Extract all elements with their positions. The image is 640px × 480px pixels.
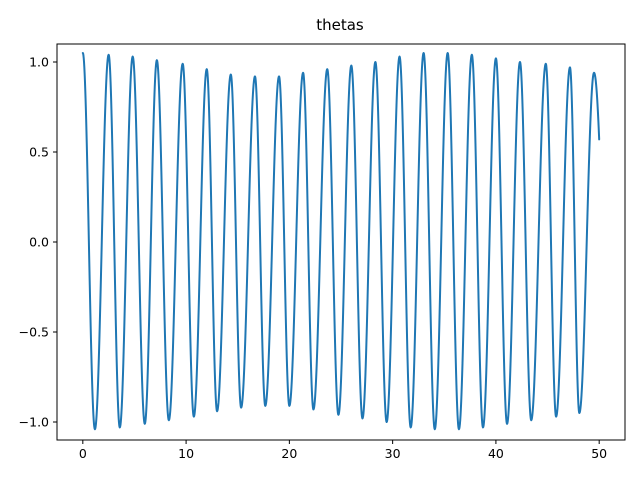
- series-line: [81, 52, 601, 431]
- x-tick-label: 0: [79, 446, 87, 461]
- y-tick-label: 0.0: [29, 235, 49, 250]
- x-tick-label: 30: [385, 446, 401, 461]
- y-tick-label: 1.0: [29, 55, 49, 70]
- x-axis: 0 10 20 30 40 50: [79, 440, 607, 461]
- chart-title: thetas: [316, 16, 364, 34]
- series-layer: [81, 52, 601, 431]
- x-tick-label: 50: [591, 446, 607, 461]
- x-tick-label: 20: [281, 446, 297, 461]
- y-tick-label: −1.0: [19, 415, 49, 430]
- x-tick-label: 10: [178, 446, 194, 461]
- x-tick-label: 40: [488, 446, 504, 461]
- y-tick-label: 0.5: [29, 145, 49, 160]
- y-tick-label: −0.5: [19, 325, 49, 340]
- y-axis: −1.0 −0.5 0.0 0.5 1.0: [19, 55, 57, 430]
